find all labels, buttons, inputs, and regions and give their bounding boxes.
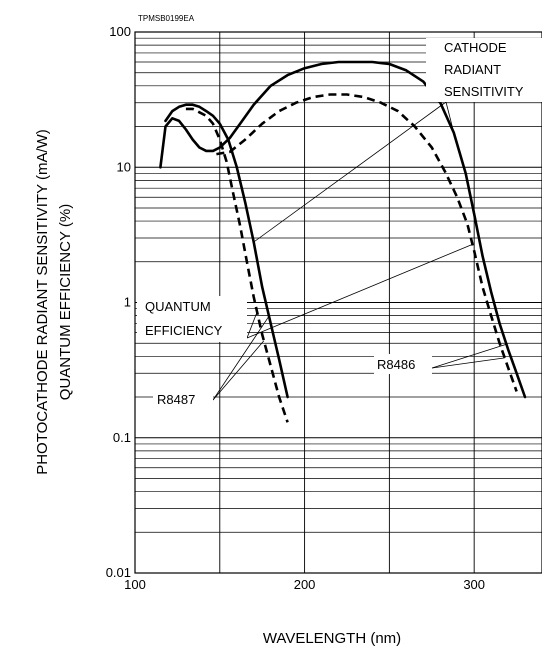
series-r8486-radiant <box>159 60 527 399</box>
leader-cathode-r8487 <box>253 101 447 243</box>
y-axis-title-line1: PHOTOCATHODE RADIANT SENSITIVITY (mA/W) <box>34 129 51 475</box>
series-r8487-qe <box>185 107 289 423</box>
y-tick-label: 1 <box>124 295 131 310</box>
qe-label-line2: EFFICIENCY <box>145 323 223 338</box>
cathode-label-bg <box>426 38 542 102</box>
leader-cathode-r8486 <box>445 101 455 133</box>
qe-label-line1: QUANTUM <box>145 299 211 314</box>
qe-label-bg <box>137 296 247 342</box>
x-axis-title: WAVELENGTH (nm) <box>263 630 401 647</box>
cathode-label-line3: SENSITIVITY <box>444 84 524 99</box>
y-tick-label: 0.1 <box>113 430 131 445</box>
leader-qe-r8486 <box>246 243 473 339</box>
curves <box>159 60 527 423</box>
cathode-label-line1: CATHODE <box>444 40 507 55</box>
leader-r8486-radiant <box>431 343 507 369</box>
x-tick-label: 200 <box>294 577 316 592</box>
r8487-label-bg <box>153 389 213 409</box>
leader-r8487-radiant <box>212 315 270 401</box>
leader-qe-r8487 <box>246 311 258 339</box>
r8487-label: R8487 <box>157 392 195 407</box>
axes-text: 100 200 300 100 10 1 0.1 0.01 <box>106 24 485 592</box>
x-tick-label: 100 <box>124 577 146 592</box>
leader-r8487-qe <box>212 340 265 401</box>
x-tick-label: 300 <box>463 577 485 592</box>
y-axis-title-line2: QUANTUM EFFICIENCY (%) <box>57 204 74 400</box>
annotation-labels: CATHODE RADIANT SENSITIVITY QUANTUM EFFI… <box>137 38 542 409</box>
y-tick-label: 0.01 <box>106 565 131 580</box>
chart-code-label: TPMSB0199EA <box>138 14 195 23</box>
leader-r8486-qe <box>431 357 505 369</box>
plot-frame <box>134 31 542 574</box>
series-r8486-qe <box>216 93 518 392</box>
leader-lines <box>212 101 507 401</box>
y-tick-label: 100 <box>109 24 131 39</box>
r8486-label-bg <box>374 354 432 374</box>
y-tick-label: 10 <box>117 159 131 174</box>
series-r8487-radiant <box>164 103 289 399</box>
r8486-label: R8486 <box>377 357 415 372</box>
cathode-label-line2: RADIANT <box>444 62 501 77</box>
